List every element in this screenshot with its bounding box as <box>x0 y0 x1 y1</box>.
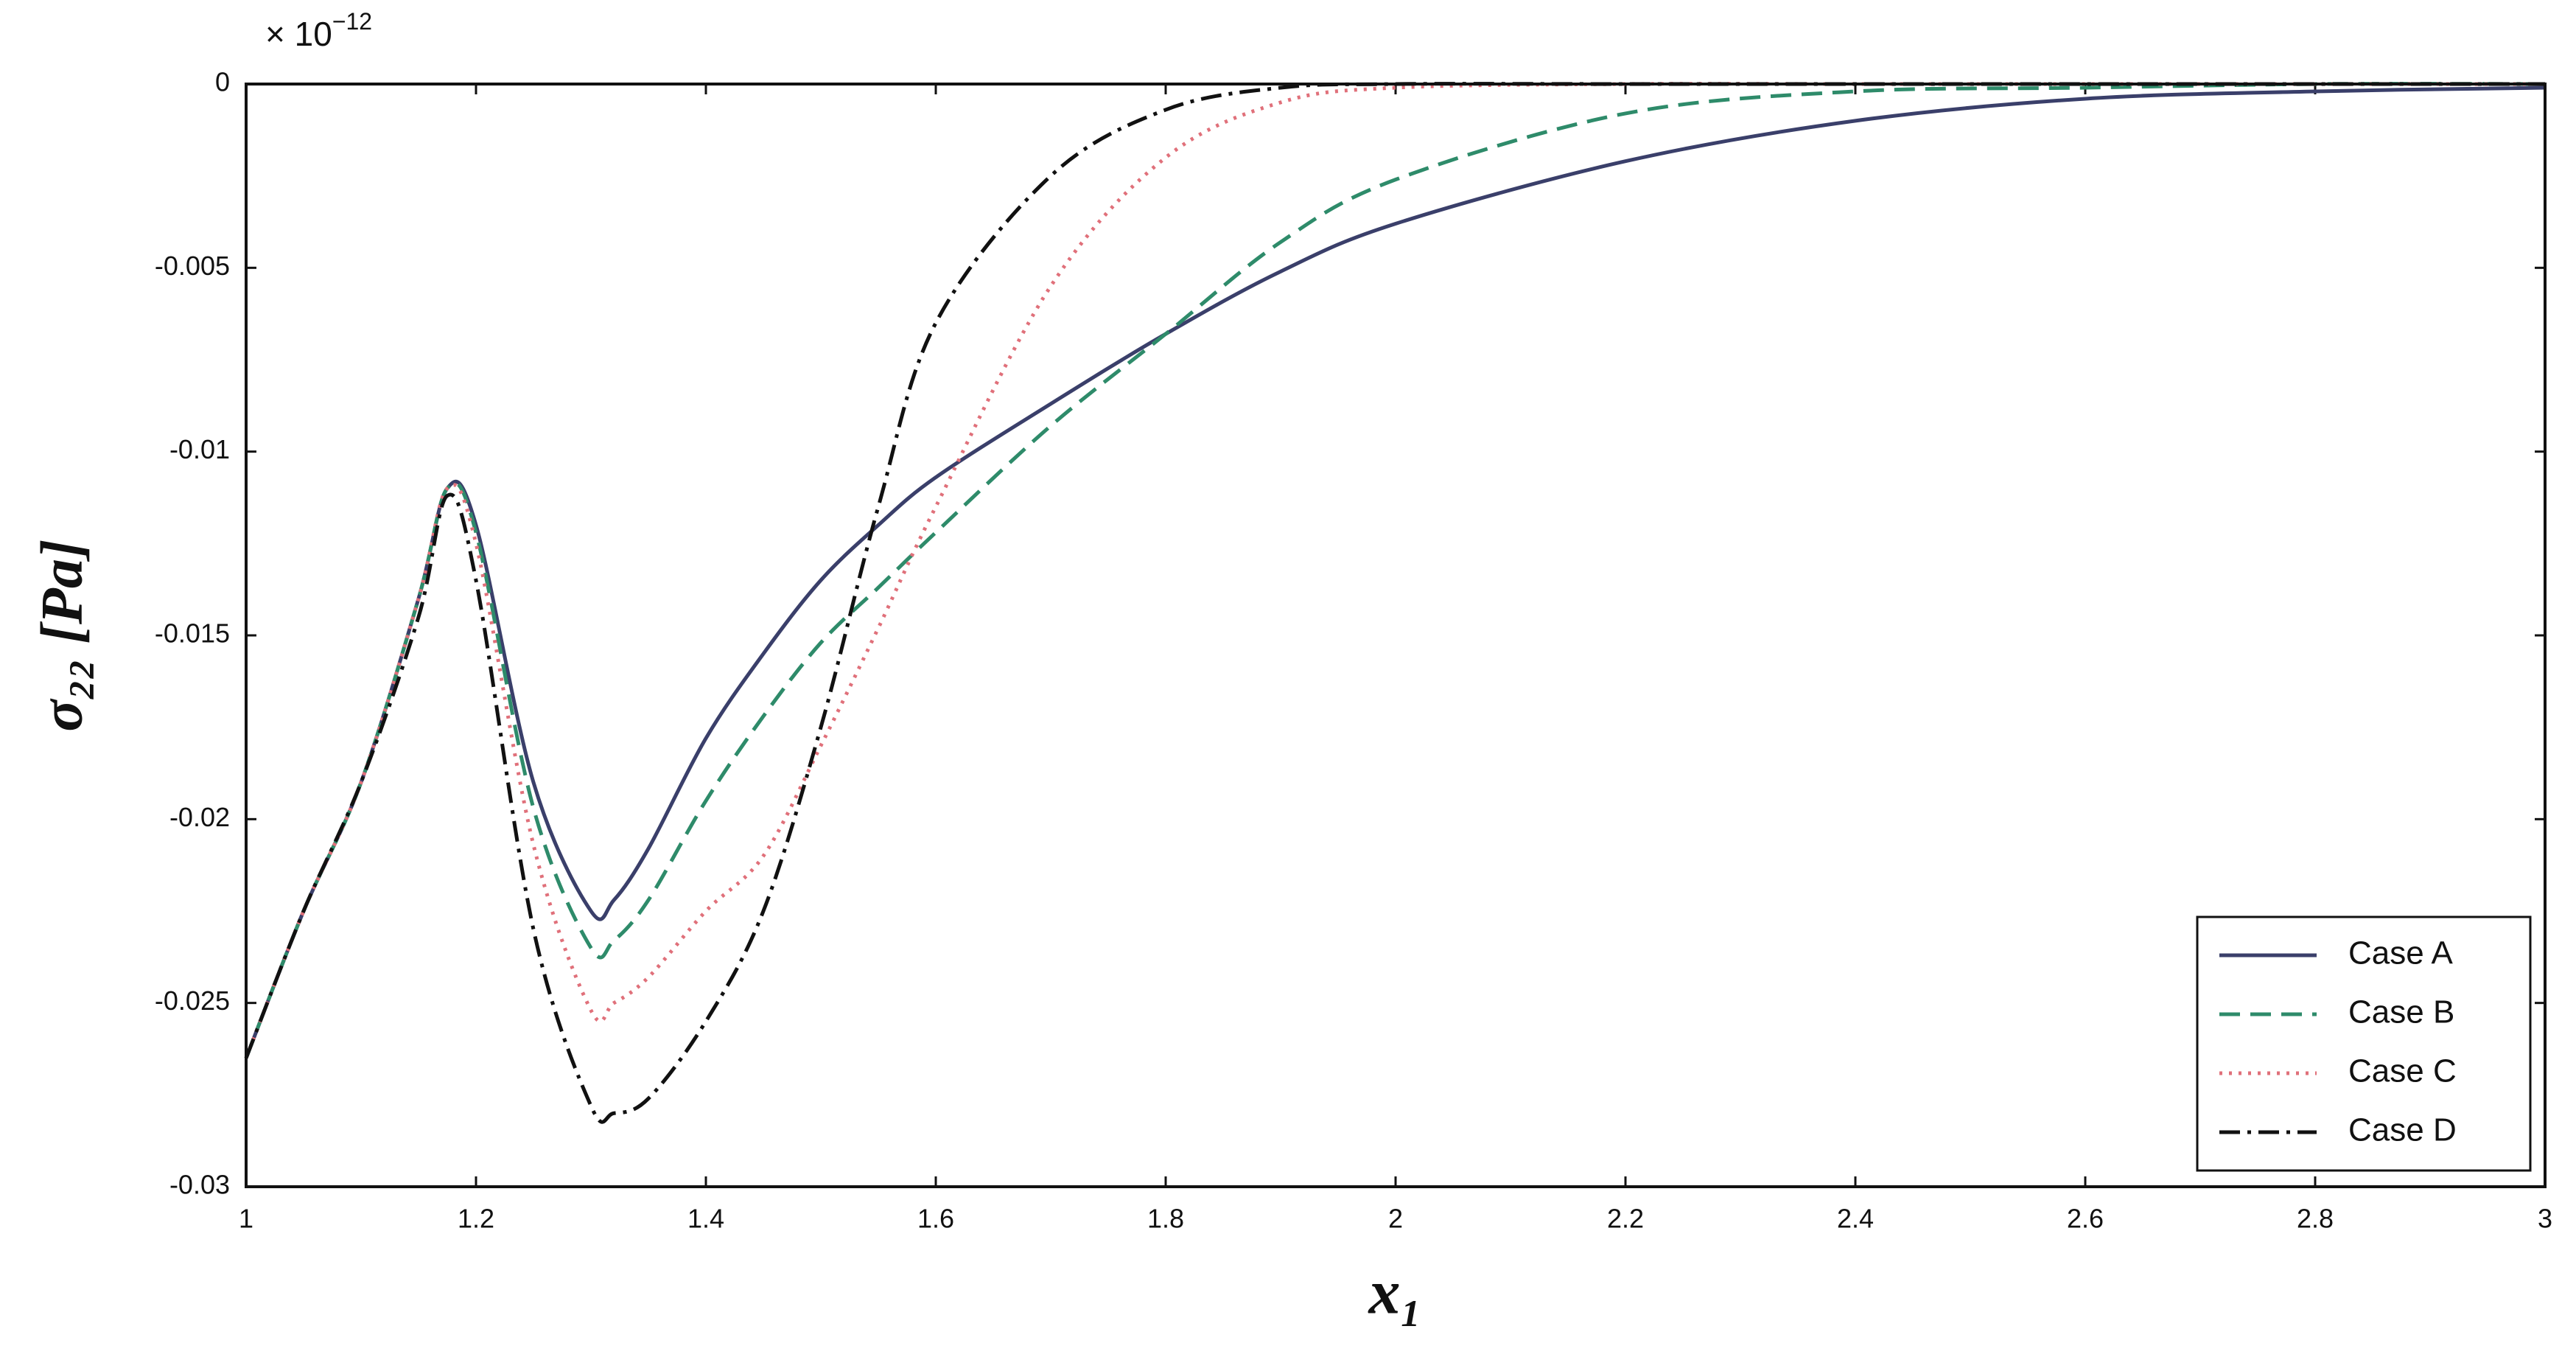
multiplier-base: × 10 <box>265 15 332 53</box>
y-tick-label: -0.01 <box>169 434 230 464</box>
x-tick-label: 1 <box>239 1204 253 1234</box>
legend-label: Case C <box>2348 1053 2457 1089</box>
y-axis-label: σ₂₂ [Pa] <box>29 539 94 731</box>
x-tick-label: 2.2 <box>1607 1204 1644 1234</box>
legend-box <box>2196 915 2532 1172</box>
x-tick-label: 2 <box>1388 1204 1403 1234</box>
multiplier-exponent: −12 <box>332 8 372 35</box>
y-tick-label: 0 <box>215 67 230 97</box>
y-tick-label: -0.02 <box>169 802 230 832</box>
y-tick-label: -0.005 <box>155 251 230 281</box>
series-line <box>244 82 2546 1059</box>
series-line <box>244 86 2546 1059</box>
x-tick-label: 2.4 <box>1837 1204 1874 1234</box>
x-axis-label: x₁ <box>1368 1257 1423 1328</box>
x-tick-label: 1.2 <box>458 1204 494 1234</box>
y-tick-label: -0.015 <box>155 618 230 649</box>
x-tick-label: 1.4 <box>687 1204 724 1234</box>
x-tick-label: 2.8 <box>2297 1204 2334 1234</box>
x-tick-label: 3 <box>2538 1204 2552 1234</box>
axis-multiplier: × 10−12 <box>265 8 372 53</box>
legend-label: Case B <box>2348 994 2454 1030</box>
x-tick-label: 2.6 <box>2067 1204 2104 1234</box>
x-tick-label: 1.6 <box>917 1204 954 1234</box>
y-tick-label: -0.03 <box>169 1170 230 1200</box>
legend-label: Case A <box>2348 935 2454 971</box>
x-tick-label: 1.8 <box>1147 1204 1184 1234</box>
plot-frame <box>245 83 2547 1188</box>
y-tick-label: -0.025 <box>155 986 230 1016</box>
legend-label: Case D <box>2348 1112 2457 1148</box>
